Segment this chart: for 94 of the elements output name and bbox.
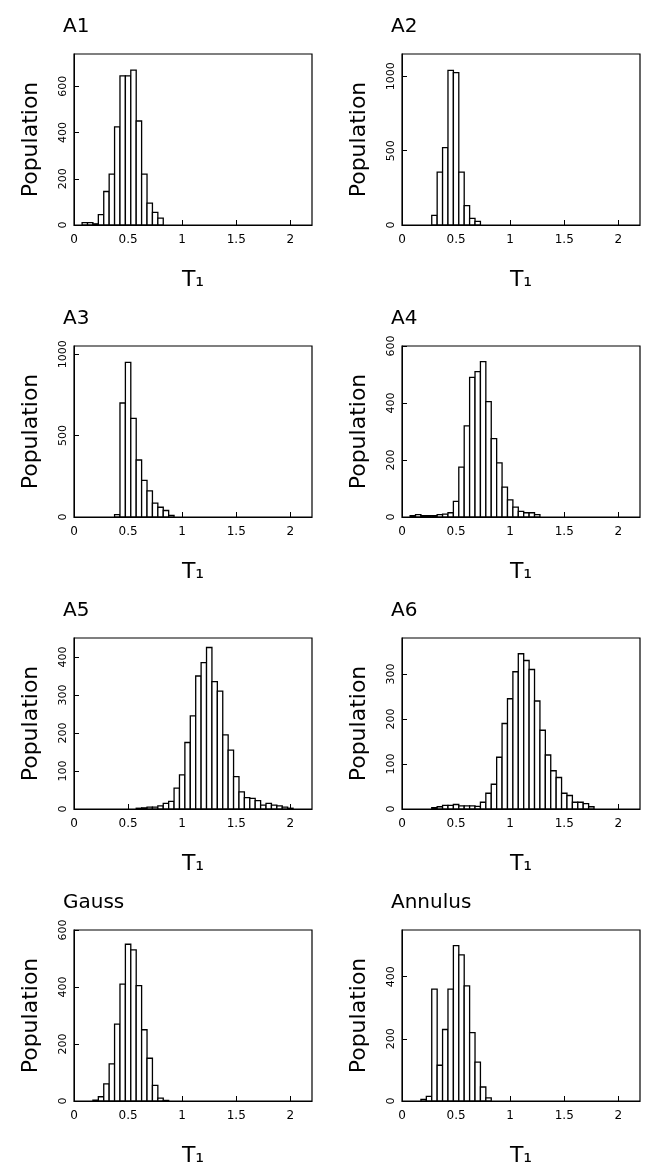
x-axis-title: T₁ (180, 265, 205, 291)
x-tick-label: 1.5 (554, 816, 574, 830)
y-tick-label: 400 (56, 122, 69, 144)
x-tick-label: 2 (614, 816, 623, 830)
x-tick-label: 1 (178, 524, 186, 538)
x-tick-label: 2 (614, 232, 623, 246)
y-tick-label: 600 (56, 75, 69, 97)
x-tick-label: 1.5 (226, 524, 246, 538)
y-tick-label: 0 (56, 1097, 69, 1105)
x-tick-label: 0 (398, 1108, 406, 1122)
x-tick-label: 2 (614, 1108, 623, 1122)
y-tick-label: 500 (56, 425, 69, 447)
x-tick-label: 1 (178, 816, 186, 830)
x-tick-label: 0 (398, 816, 406, 830)
x-axis-title: T₁ (180, 849, 205, 875)
y-tick-label: 0 (56, 221, 69, 229)
x-tick-label: 1 (506, 232, 514, 246)
y-tick-label: 600 (384, 335, 397, 357)
y-tick-label: 1000 (384, 62, 397, 91)
x-tick-label: 0 (70, 1108, 78, 1122)
y-tick-label: 300 (384, 663, 397, 685)
x-tick-label: 1.5 (554, 1108, 574, 1122)
y-tick-label: 0 (384, 1097, 397, 1105)
y-tick-label: 400 (384, 966, 397, 988)
x-tick-label: 0.5 (118, 816, 138, 830)
y-axis-title: Population (16, 665, 42, 782)
x-tick-label: 1.5 (554, 524, 574, 538)
y-tick-label: 400 (56, 646, 69, 668)
x-tick-label: 1 (506, 1108, 514, 1122)
x-tick-label: 0 (398, 524, 406, 538)
chart-title: A5 (63, 597, 90, 621)
y-tick-label: 400 (384, 392, 397, 414)
chart-title: Annulus (391, 889, 472, 913)
y-axis-title: Population (16, 373, 42, 490)
y-tick-label: 1000 (56, 340, 69, 369)
chart-title: A3 (63, 305, 90, 329)
y-tick-label: 200 (384, 708, 397, 730)
x-tick-label: 1.5 (554, 232, 574, 246)
x-axis-title: T₁ (508, 1141, 533, 1167)
x-tick-label: 0 (70, 816, 78, 830)
y-tick-label: 0 (384, 513, 397, 521)
x-tick-label: 1.5 (226, 816, 246, 830)
chart-title: A2 (391, 13, 418, 37)
x-tick-label: 0.5 (118, 232, 138, 246)
x-tick-label: 1 (178, 1108, 186, 1122)
y-tick-label: 500 (384, 140, 397, 162)
y-axis-title: Population (344, 81, 370, 198)
chart-title: Gauss (63, 889, 125, 913)
x-tick-label: 2 (614, 524, 623, 538)
x-tick-label: 0.5 (446, 232, 466, 246)
y-tick-label: 200 (56, 168, 69, 190)
y-tick-label: 400 (56, 976, 69, 998)
x-tick-label: 0 (398, 232, 406, 246)
x-tick-label: 2 (286, 524, 295, 538)
x-tick-label: 2 (286, 1108, 295, 1122)
y-axis-title: Population (16, 81, 42, 198)
x-tick-label: 1 (506, 524, 514, 538)
x-tick-label: 1 (506, 816, 514, 830)
y-axis-title: Population (344, 373, 370, 490)
y-tick-label: 200 (384, 1028, 397, 1050)
y-axis-title: Population (344, 665, 370, 782)
x-axis-title: T₁ (180, 1141, 205, 1167)
x-tick-label: 2 (286, 816, 295, 830)
y-tick-label: 100 (56, 760, 69, 782)
x-tick-label: 0.5 (446, 524, 466, 538)
x-axis-title: T₁ (508, 265, 533, 291)
x-axis-title: T₁ (180, 557, 205, 583)
y-tick-label: 0 (56, 805, 69, 813)
x-tick-label: 1.5 (226, 1108, 246, 1122)
y-axis-title: Population (344, 957, 370, 1074)
chart-title: A1 (63, 13, 90, 37)
x-tick-label: 0 (70, 524, 78, 538)
y-tick-label: 0 (384, 221, 397, 229)
y-tick-label: 200 (384, 449, 397, 471)
y-tick-label: 0 (56, 513, 69, 521)
x-tick-label: 0 (70, 232, 78, 246)
y-tick-label: 300 (56, 684, 69, 706)
chart-title: A4 (391, 305, 418, 329)
x-tick-label: 0.5 (446, 1108, 466, 1122)
x-axis-title: T₁ (508, 557, 533, 583)
y-tick-label: 200 (56, 722, 69, 744)
y-tick-label: 0 (384, 805, 397, 813)
x-tick-label: 0.5 (118, 524, 138, 538)
x-tick-label: 1 (178, 232, 186, 246)
y-tick-label: 200 (56, 1033, 69, 1055)
x-tick-label: 1.5 (226, 232, 246, 246)
x-tick-label: 0.5 (446, 816, 466, 830)
y-tick-label: 600 (56, 919, 69, 941)
y-axis-title: Population (16, 957, 42, 1074)
x-tick-label: 2 (286, 232, 295, 246)
y-tick-label: 100 (384, 753, 397, 775)
x-axis-title: T₁ (508, 849, 533, 875)
x-tick-label: 0.5 (118, 1108, 138, 1122)
chart-title: A6 (391, 597, 418, 621)
